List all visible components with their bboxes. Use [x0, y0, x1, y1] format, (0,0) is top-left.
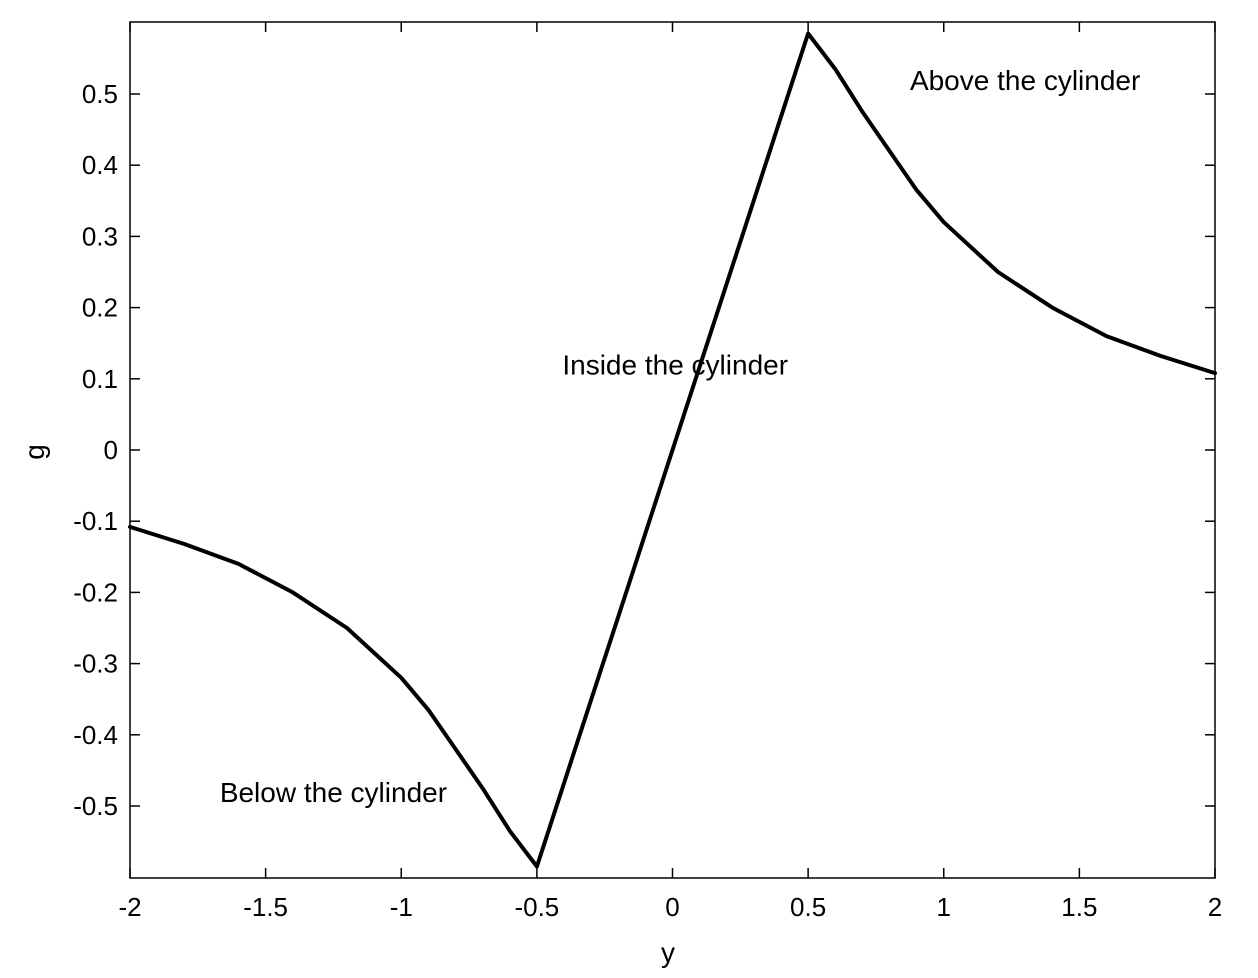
x-tick-label: -1.5 — [243, 892, 288, 922]
x-tick-label: -0.5 — [514, 892, 559, 922]
y-tick-label: 0.4 — [82, 150, 118, 180]
y-tick-label: 0 — [104, 435, 118, 465]
x-tick-label: 2 — [1208, 892, 1222, 922]
x-tick-label: -1 — [390, 892, 413, 922]
x-tick-label: 0 — [665, 892, 679, 922]
x-tick-label: 0.5 — [790, 892, 826, 922]
y-tick-label: -0.1 — [73, 506, 118, 536]
y-axis-label: g — [19, 444, 50, 460]
annotation-label: Below the cylinder — [220, 777, 447, 808]
y-tick-label: -0.5 — [73, 791, 118, 821]
x-tick-label: 1.5 — [1061, 892, 1097, 922]
annotations: Above the cylinder Inside the cylinder Bel… — [220, 65, 1140, 808]
y-tick-label: -0.3 — [73, 649, 118, 679]
y-tick-label: 0.1 — [82, 364, 118, 394]
annotation-label: Above the cylinder — [910, 65, 1140, 96]
y-tick-label: -0.4 — [73, 720, 118, 750]
y-tick-label: 0.3 — [82, 221, 118, 251]
x-tick-label: -2 — [118, 892, 141, 922]
x-axis: -2 -1.5 -1 -0.5 0 0.5 1 1.5 2 — [118, 22, 1222, 922]
x-tick-label: 1 — [937, 892, 951, 922]
y-axis: -0.5 -0.4 -0.3 -0.2 -0.1 0 0.1 0.2 0.3 0.4 0.5 — [73, 79, 1215, 821]
x-axis-label: y — [661, 937, 675, 968]
annotation-label: Inside the cylinder — [562, 350, 788, 381]
series-line — [128, 31, 1217, 869]
y-tick-label: -0.2 — [73, 577, 118, 607]
y-tick-label: 0.2 — [82, 293, 118, 323]
y-tick-label: 0.5 — [82, 79, 118, 109]
